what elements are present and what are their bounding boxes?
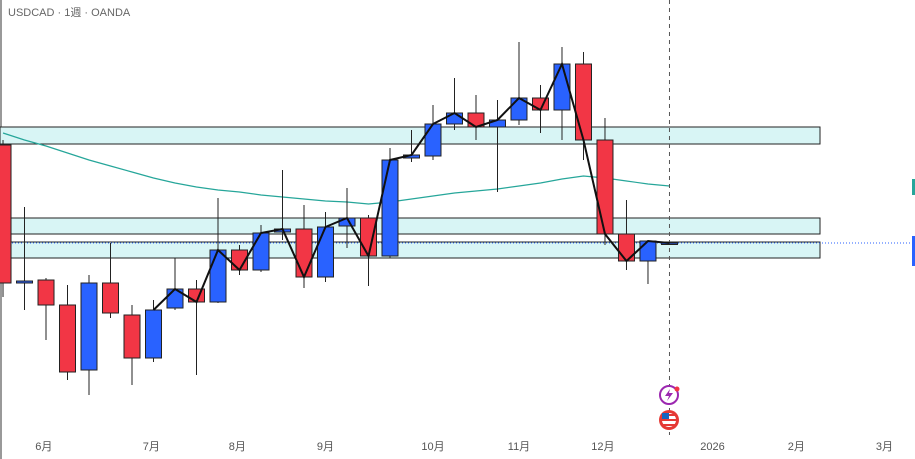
candle-body bbox=[102, 282, 120, 314]
candle-body bbox=[59, 304, 77, 373]
candle-body bbox=[252, 232, 270, 271]
chart-title: USDCAD · 1週 · OANDA bbox=[8, 6, 131, 19]
zone bbox=[0, 217, 821, 235]
candle-body bbox=[0, 144, 12, 284]
candle-body bbox=[381, 159, 399, 257]
x-tick-label: 9月 bbox=[317, 441, 334, 453]
right-markers bbox=[912, 179, 915, 266]
zone bbox=[0, 126, 821, 145]
candle-body bbox=[209, 249, 227, 303]
moving-average bbox=[2, 132, 670, 205]
x-tick-label: 8月 bbox=[229, 441, 246, 453]
candle-body bbox=[37, 279, 55, 306]
candle-body bbox=[596, 139, 614, 235]
candle-body bbox=[123, 314, 141, 359]
candle-body bbox=[295, 228, 313, 278]
x-tick-label: 6月 bbox=[35, 441, 52, 453]
zone bbox=[0, 241, 821, 259]
candle-body bbox=[316, 226, 334, 278]
candle-body bbox=[424, 123, 442, 157]
x-tick-label: 10月 bbox=[421, 441, 444, 453]
x-tick-label: 11月 bbox=[508, 441, 530, 453]
close-line bbox=[152, 61, 670, 311]
event-icons bbox=[659, 385, 680, 430]
candle-body bbox=[639, 240, 657, 262]
candle-body bbox=[445, 112, 463, 125]
x-tick-label: 12月 bbox=[591, 441, 614, 453]
candle-body bbox=[16, 280, 34, 284]
candle-body bbox=[359, 217, 377, 257]
x-tick-label: 3月 bbox=[876, 441, 893, 453]
x-tick-label: 7月 bbox=[143, 441, 160, 453]
candle-body bbox=[80, 282, 98, 371]
candle-body bbox=[574, 63, 592, 141]
candle-body bbox=[145, 309, 163, 359]
x-tick-label: 2026 bbox=[700, 441, 724, 453]
x-tick-label: 2月 bbox=[788, 441, 805, 453]
